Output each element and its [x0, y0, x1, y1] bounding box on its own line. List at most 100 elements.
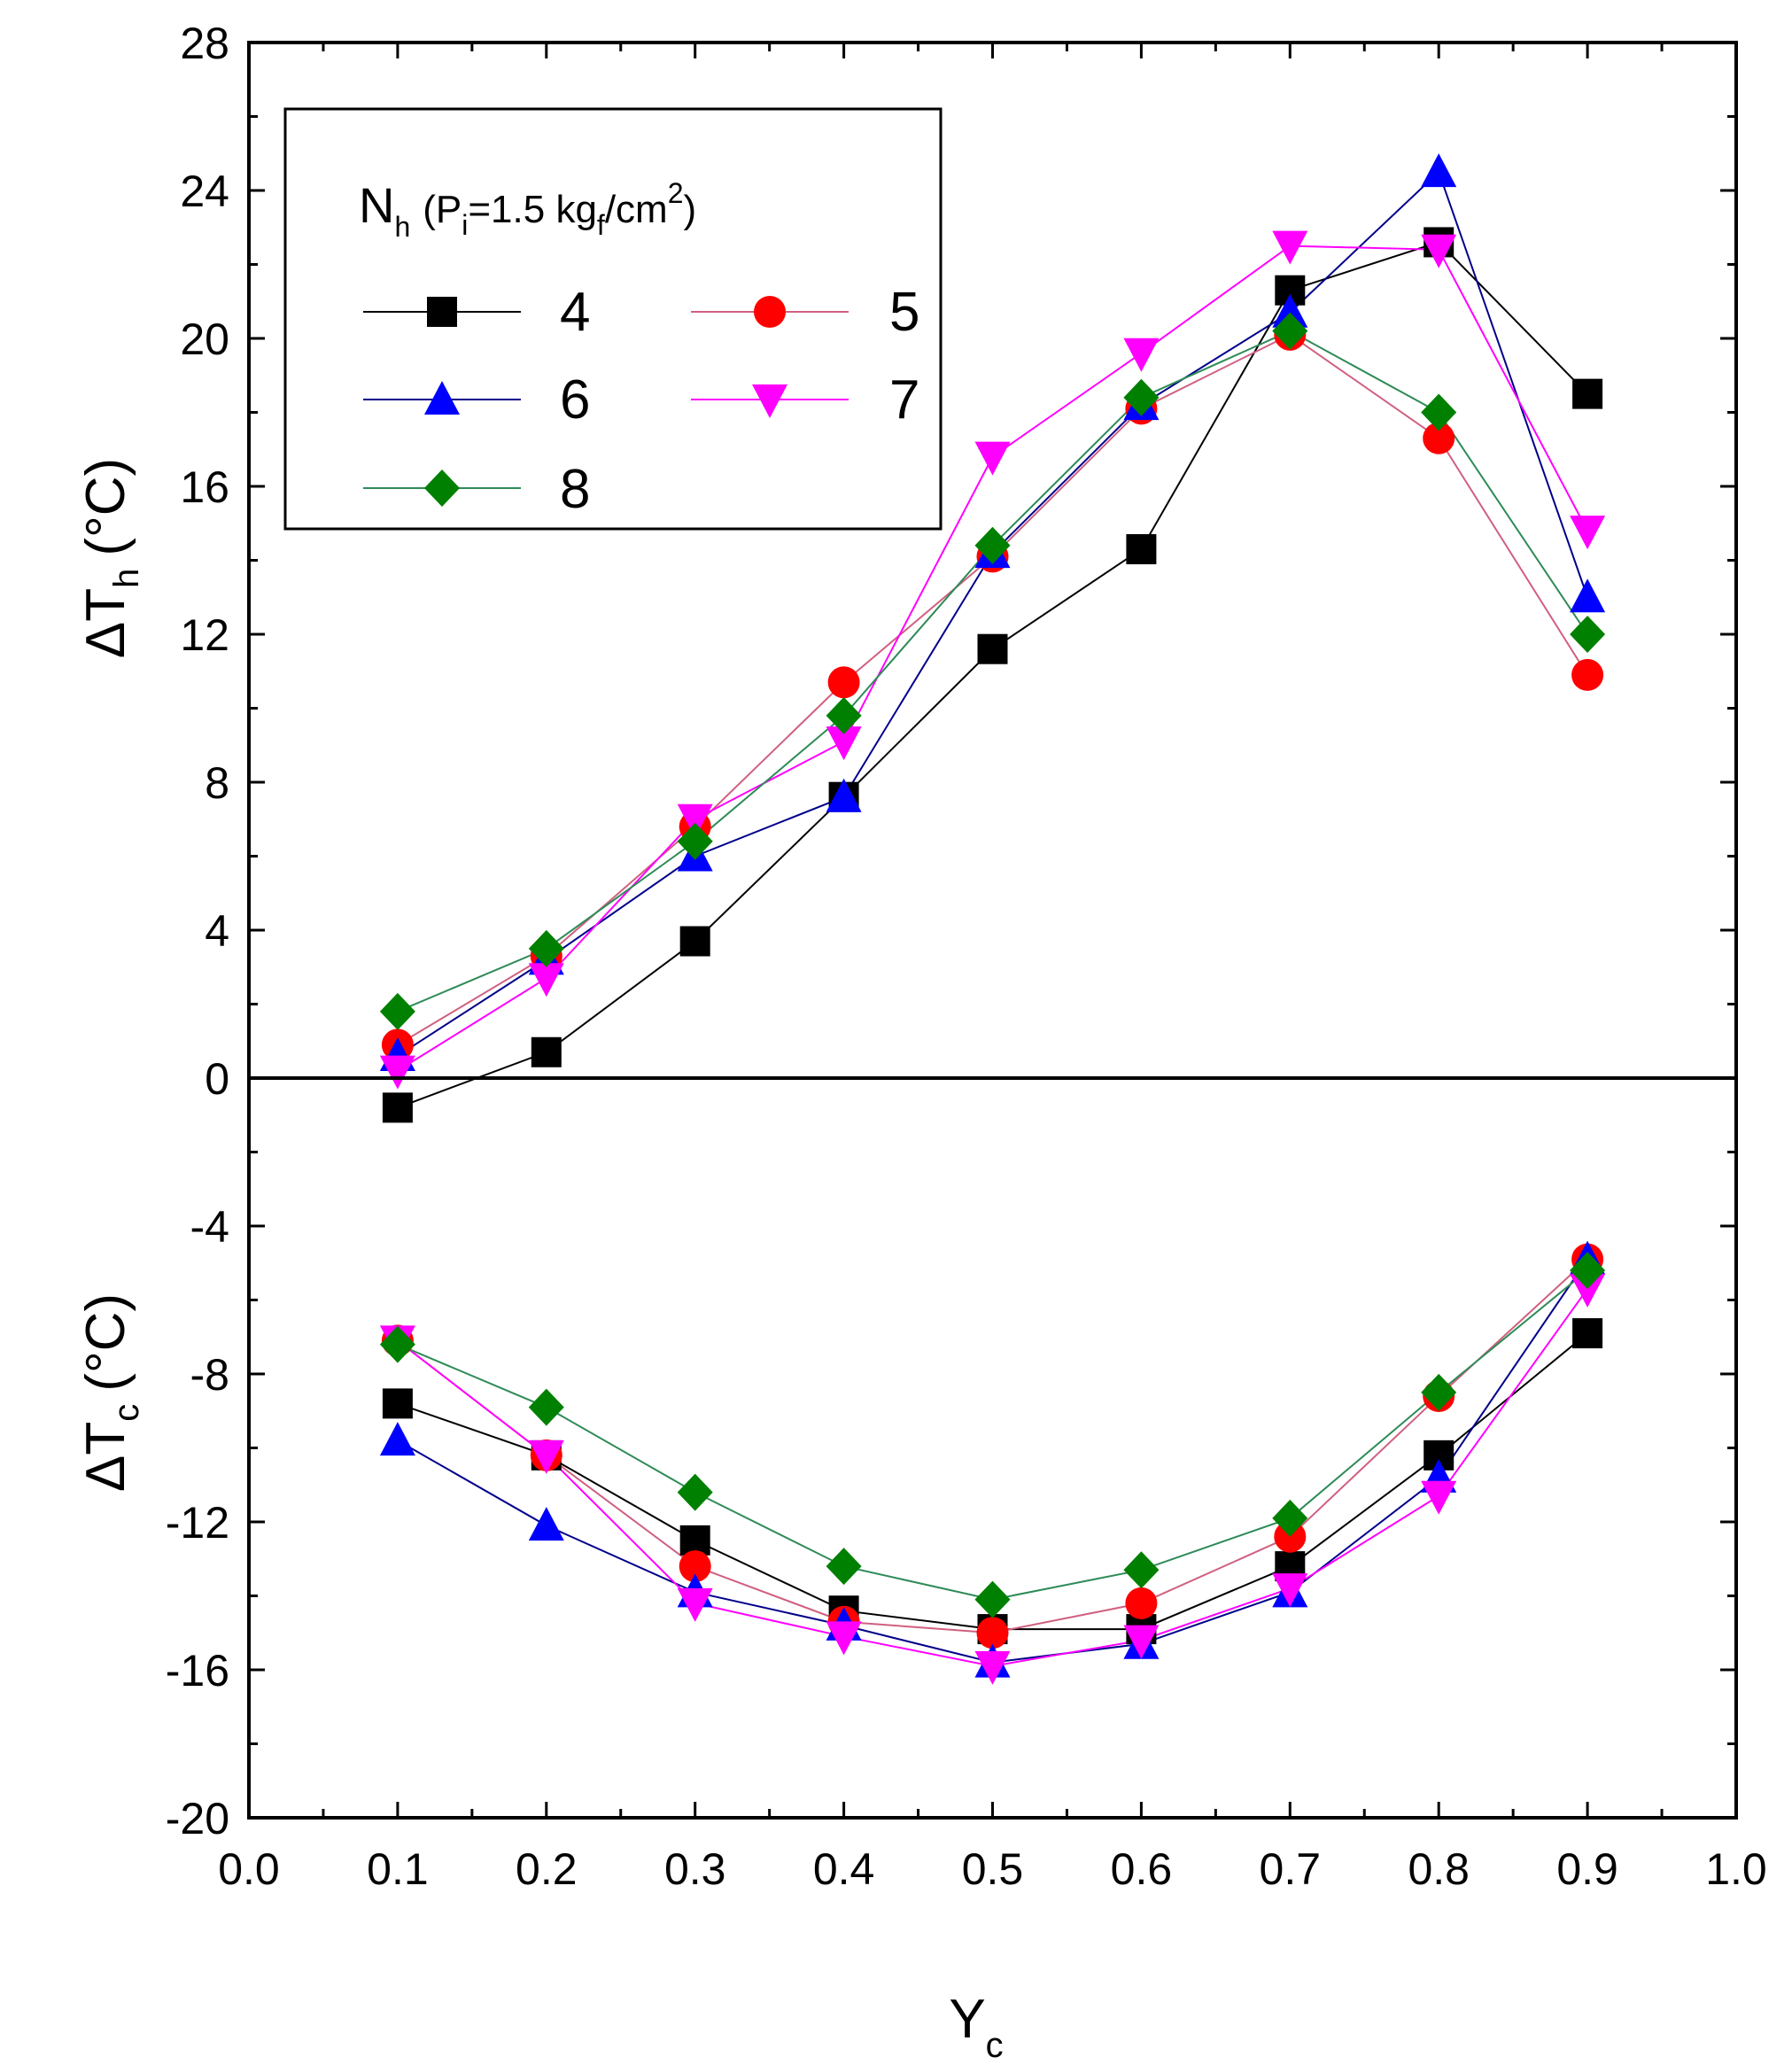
series-8-cold-point: [528, 1388, 564, 1426]
series-5-hot-point: [827, 666, 860, 699]
series-5-cold-point: [976, 1617, 1009, 1649]
x-tick-label: 0.8: [1408, 1844, 1470, 1894]
legend-label-8: 8: [560, 459, 590, 520]
series-8-cold-point: [1123, 1551, 1160, 1589]
legend-marker-7: [752, 384, 787, 418]
x-tick-label: 0.4: [813, 1844, 875, 1894]
legend-marker-8: [424, 469, 460, 507]
series-4-hot-point: [977, 633, 1008, 664]
series-7-cold-point: [1570, 1273, 1606, 1308]
y-tick-label: -4: [190, 1202, 229, 1252]
y-axis-title-lower-unit: (°C): [75, 1293, 136, 1392]
series-6-hot-point: [1570, 578, 1606, 613]
series-4-cold-point: [382, 1388, 413, 1419]
legend-label-6: 6: [560, 369, 590, 431]
x-tick-label: 0.1: [367, 1844, 429, 1894]
x-axis-title-main: Y: [949, 1989, 985, 2050]
series-layer: [379, 153, 1606, 1685]
y-tick-label: 12: [180, 610, 229, 660]
y-tick-label: 20: [180, 314, 229, 364]
series-4-hot-point: [1126, 533, 1157, 564]
series-7-cold-point: [677, 1587, 713, 1622]
y-axis-title-lower-sub: c: [107, 1404, 146, 1422]
legend-title-unit: /cm: [605, 188, 668, 231]
legend-title-main-sub: h: [394, 211, 410, 243]
series-4-hot-point: [382, 1092, 413, 1123]
y-tick-label: -12: [166, 1498, 229, 1548]
series-8-hot-point: [379, 992, 415, 1030]
x-tick-labels: 0.0 0.1 0.2 0.3 0.4 0.5 0.6 0.7 0.8 0.9 …: [218, 1844, 1767, 1894]
legend-label-4: 4: [560, 282, 590, 343]
series-6-hot-point: [1272, 293, 1308, 328]
series-7-cold-point: [1123, 1625, 1160, 1659]
series-8-cold-point: [1272, 1499, 1308, 1537]
series-8-cold-point: [379, 1325, 415, 1363]
y-tick-label: -20: [166, 1794, 229, 1843]
y-tick-labels: -20 -16 -12 -8 -4 0 4 8 12 16 20 24 28: [166, 19, 229, 1843]
legend-marker-6: [424, 381, 460, 415]
series-8-cold-point: [974, 1580, 1011, 1618]
series-4-hot-point: [531, 1036, 562, 1067]
y-tick-label: 4: [205, 906, 229, 956]
legend-label-7: 7: [889, 369, 919, 431]
series-6-cold-point: [528, 1507, 564, 1541]
series-7-hot-point: [677, 803, 713, 838]
series-7-hot-point: [1272, 230, 1308, 265]
legend-title-open: (P: [423, 188, 462, 231]
series-4-hot-point: [679, 926, 710, 957]
y-axis-title-lower-main: ΔT: [75, 1422, 136, 1492]
legend-entries: [363, 296, 849, 507]
legend-title: Nh (Pi=1.5 kgf/cm2): [359, 177, 696, 243]
series-6-hot-point: [826, 778, 862, 812]
legend-marker-5: [754, 296, 786, 328]
series-7-hot-point: [1570, 516, 1606, 550]
x-tick-label: 1.0: [1705, 1844, 1767, 1894]
series-7-cold-point: [1272, 1573, 1308, 1608]
x-axis-title-sub: c: [986, 2026, 1004, 2065]
series-7-cold-point: [1421, 1480, 1457, 1515]
series-8-hot-point: [826, 696, 862, 734]
x-tick-label: 0.5: [962, 1844, 1024, 1894]
series-7-cold-point: [528, 1440, 564, 1474]
y-axis-title-lower: ΔTc (°C): [75, 1293, 146, 1492]
x-tick-label: 0.9: [1556, 1844, 1618, 1894]
y-axis-title-upper-main: ΔT: [75, 588, 136, 658]
tick-layer: [247, 41, 1738, 1820]
series-6-hot-point: [1421, 153, 1457, 188]
legend: Nh (Pi=1.5 kgf/cm2) 4 5 6 7 8: [283, 107, 943, 531]
legend-title-sup: 2: [668, 177, 684, 209]
legend-title-main: N: [359, 177, 394, 233]
series-8-hot-point: [1123, 378, 1160, 416]
x-tick-label: 0.3: [664, 1844, 726, 1894]
y-tick-label: 0: [205, 1054, 229, 1104]
series-7-cold-point: [826, 1621, 862, 1656]
y-tick-label: 24: [180, 167, 229, 216]
x-tick-label: 0.2: [516, 1844, 578, 1894]
series-5-cold-point: [1125, 1587, 1158, 1619]
legend-title-p-sub: i: [462, 209, 468, 241]
series-5-hot-point: [1571, 658, 1604, 691]
y-tick-label: -8: [190, 1350, 229, 1400]
series-8-cold-point: [826, 1548, 862, 1586]
series-8-cold-point: [1421, 1373, 1457, 1411]
series-8-hot-point: [528, 929, 564, 967]
x-tick-label: 0.0: [218, 1844, 280, 1894]
x-tick-label: 0.7: [1260, 1844, 1322, 1894]
legend-title-f-sub: f: [597, 209, 605, 241]
series-8-cold-point: [1570, 1252, 1606, 1290]
legend-box: [283, 107, 943, 531]
y-tick-label: 16: [180, 462, 229, 512]
y-axis-title-upper: ΔTh (°C): [75, 458, 146, 658]
series-4-cold-point: [1572, 1318, 1603, 1349]
series-8-hot-point: [1570, 616, 1606, 653]
series-8-hot-point: [974, 526, 1011, 564]
series-4-hot-point: [1572, 378, 1603, 409]
series-7-hot-point: [974, 441, 1011, 476]
y-tick-label: 28: [180, 19, 229, 68]
series-7-hot-point: [826, 726, 862, 761]
series-8-hot-point: [1272, 312, 1308, 350]
series-7-hot-point: [528, 963, 564, 997]
y-tick-label: 8: [205, 758, 229, 808]
x-tick-label: 0.6: [1111, 1844, 1173, 1894]
